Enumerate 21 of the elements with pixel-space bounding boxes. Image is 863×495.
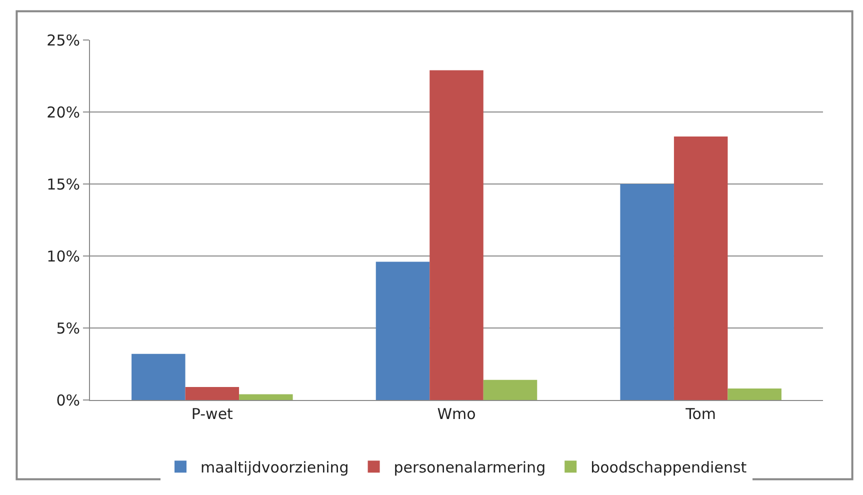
y-tick-label: 5% <box>56 319 80 338</box>
y-tick-label: 20% <box>46 103 80 122</box>
bar <box>620 184 674 400</box>
bar <box>674 136 728 400</box>
bar <box>376 262 430 400</box>
bar <box>728 388 782 400</box>
x-tick-label: Tom <box>684 405 716 423</box>
bar <box>430 70 484 400</box>
legend-label: maaltijdvoorziening <box>200 458 349 476</box>
legend-label: personenalarmering <box>394 458 546 476</box>
bar <box>185 387 240 400</box>
y-tick-label: 25% <box>46 31 80 50</box>
x-tick-label: P-wet <box>191 405 234 423</box>
y-tick-label: 15% <box>46 175 80 194</box>
bar <box>132 354 186 400</box>
bar <box>239 394 293 400</box>
y-tick-label: 10% <box>46 247 80 266</box>
x-tick-label: Wmo <box>437 405 476 423</box>
y-tick-label: 0% <box>56 391 80 410</box>
bar <box>483 380 538 400</box>
legend-label: boodschappendienst <box>590 458 747 476</box>
